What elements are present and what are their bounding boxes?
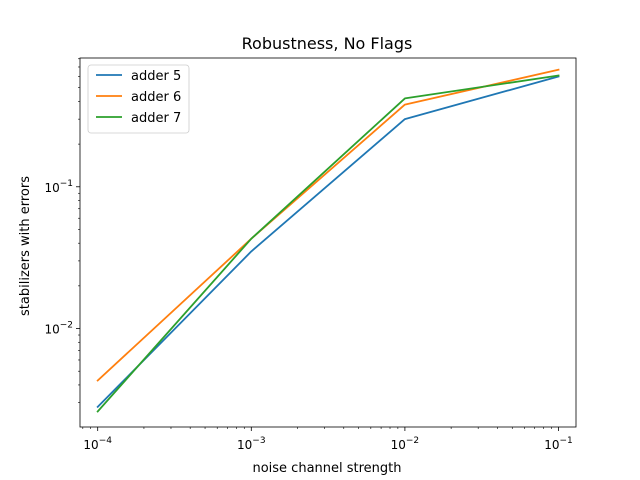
x-tick-label: 10−2 <box>391 436 420 452</box>
y-axis-label: stabilizers with errors <box>18 176 33 316</box>
x-tick-label: 10−4 <box>83 436 112 452</box>
series-line-1 <box>96 75 560 409</box>
y-tick-label: 10−2 <box>44 321 73 337</box>
axes-frame <box>79 57 577 428</box>
legend-label: adder 6 <box>131 90 181 105</box>
x-tick-label: 10−3 <box>237 436 266 452</box>
plot-area: 10−4 10−3 10−2 10−1 10−2 10−1 <box>44 57 577 452</box>
legend: adder 5 adder 6 adder 7 <box>87 64 190 134</box>
x-tick-label: 10−1 <box>544 436 573 452</box>
legend-box <box>87 64 190 134</box>
series-line-3 <box>96 74 560 413</box>
x-axis-label: noise channel strength <box>252 461 401 476</box>
y-tick-label: 10−1 <box>44 179 73 195</box>
legend-label: adder 7 <box>131 111 181 126</box>
chart-title: Robustness, No Flags <box>242 34 413 53</box>
legend-label: adder 5 <box>131 69 181 84</box>
